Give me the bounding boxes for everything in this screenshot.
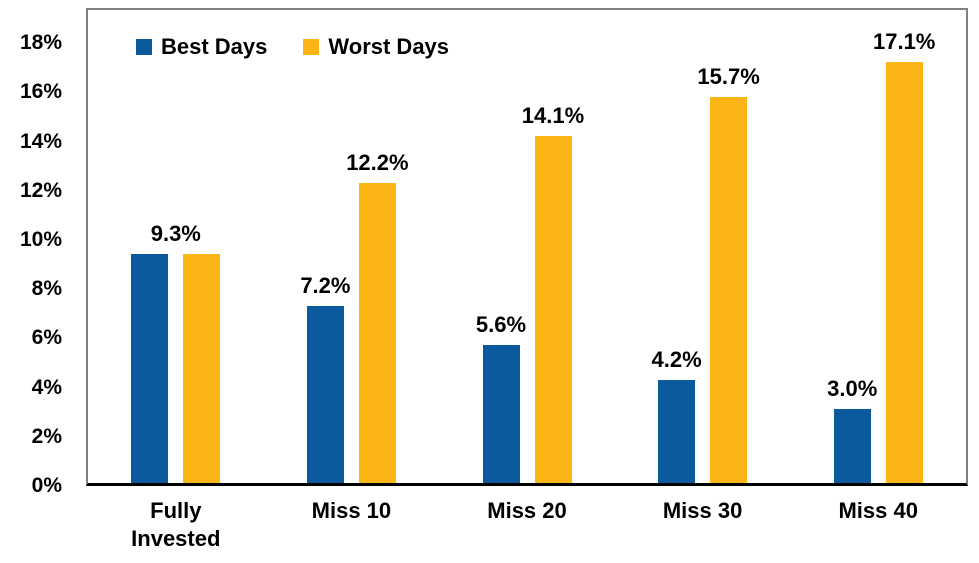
bar-best-days [131, 254, 169, 483]
x-category-label: Miss 20 [487, 498, 567, 523]
bar-value-label: 15.7% [697, 63, 760, 89]
y-tick-label: 16% [19, 80, 62, 104]
x-axis: Fully Invested Miss 10 Miss 20 Miss 30 Miss … [86, 497, 968, 559]
y-tick-label: 2% [31, 424, 62, 448]
bar-value-label: 7.2% [300, 272, 351, 298]
bar-worst-days [358, 182, 396, 483]
y-tick-label: 10% [19, 228, 62, 251]
y-tick-label: 14% [19, 129, 62, 153]
plot-area: Best Days Worst Days 9.3% 7.2% 12.2% 5.6% 14… [86, 8, 968, 486]
bar-best-days [306, 305, 344, 483]
bar-value-label: 3.0% [827, 376, 878, 402]
legend-label-worst-days: Worst Days [328, 34, 450, 59]
legend-swatch-best-days [136, 39, 152, 55]
y-tick-label: 12% [19, 178, 62, 202]
x-category-label: Miss 30 [662, 498, 743, 523]
x-category-label: Fully Invested [131, 498, 221, 551]
legend-item-worst-days: Worst Days [303, 34, 449, 60]
bar-value-label: 5.6% [475, 312, 527, 338]
legend-swatch-worst-days [303, 39, 320, 55]
bar-best-days [658, 379, 696, 483]
x-category-label: Miss 40 [838, 498, 918, 523]
bar-worst-days [885, 62, 923, 483]
bar-worst-days [183, 254, 221, 483]
bar-value-label: 14.1% [521, 103, 585, 129]
bar-worst-days [710, 96, 748, 483]
y-tick-label: 8% [31, 277, 62, 301]
bar-best-days [482, 345, 520, 483]
legend-label-best-days: Best Days [161, 34, 268, 59]
bar-value-label: 9.3% [150, 221, 201, 247]
bar-value-label: 17.1% [872, 29, 936, 55]
y-tick-label: 4% [31, 375, 62, 399]
y-tick-label: 6% [31, 326, 62, 350]
legend-item-best-days: Best Days [136, 34, 267, 60]
bar-value-label: 4.2% [651, 346, 702, 372]
y-tick-label: 18% [19, 31, 62, 55]
y-tick-label: 0% [31, 474, 62, 497]
x-category-label: Miss 10 [311, 498, 392, 523]
bar-value-label: 12.2% [346, 149, 409, 175]
legend: Best Days Worst Days [136, 34, 449, 60]
bar-best-days [833, 409, 871, 483]
bar-worst-days [534, 136, 572, 483]
y-axis: 0% 2% 4% 6% 8% 10% 12% 14% 16% 18% [0, 8, 78, 497]
